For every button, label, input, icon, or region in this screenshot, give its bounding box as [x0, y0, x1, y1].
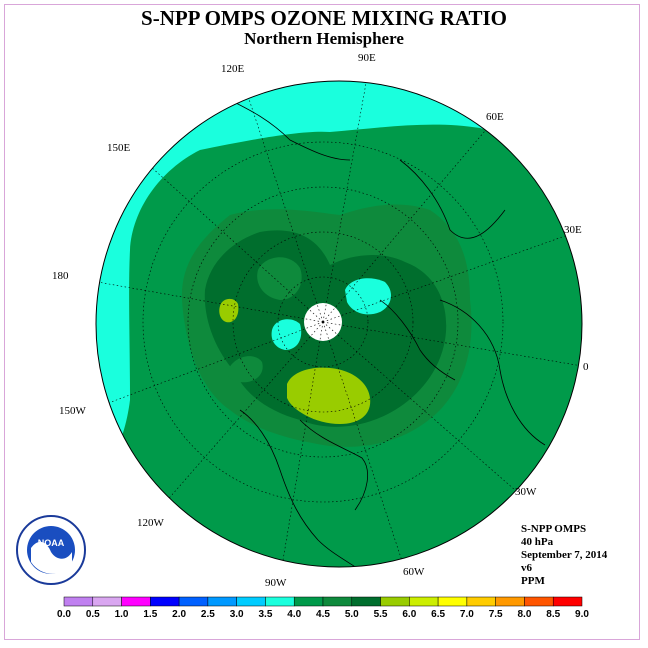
info-block: S-NPP OMPS 40 hPa September 7, 2014 v6 P…: [521, 523, 607, 588]
colorbar-swatch: [409, 596, 439, 607]
colorbar-tick-label: 5.5: [374, 609, 388, 620]
ozone-field: [96, 81, 582, 567]
colorbar-swatches: [63, 596, 583, 607]
contour-5.5-6.0-region: [219, 298, 239, 323]
lon-label: 60W: [403, 566, 425, 578]
colorbar-tick-label: 5.0: [345, 609, 359, 620]
colorbar-tick-label: 2.0: [172, 609, 186, 620]
lon-label: 180: [52, 270, 69, 282]
colorbar-tick-label: 7.0: [460, 609, 474, 620]
colorbar-swatch: [380, 596, 410, 607]
colorbar-tick-label: 6.0: [402, 609, 416, 620]
map-boundary: [95, 80, 583, 568]
lon-label: 30W: [515, 486, 537, 498]
colorbar-swatch: [236, 596, 266, 607]
lon-label: 120W: [137, 517, 165, 529]
logo-text: NOAA: [38, 538, 65, 548]
colorbar-swatch: [552, 596, 583, 607]
lon-label: 60E: [486, 111, 504, 123]
contour-4.5-hole: [257, 257, 302, 300]
colorbar-tick-label: 4.5: [316, 609, 330, 620]
pressure-level: 40 hPa: [521, 536, 554, 548]
lon-label: 30E: [564, 224, 582, 236]
graticule: [96, 81, 582, 567]
map-title: S-NPP OMPS OZONE MIXING RATIO: [141, 6, 507, 30]
map-subtitle: Northern Hemisphere: [244, 29, 404, 48]
colorbar-tick-label: 0.0: [57, 609, 71, 620]
lon-label: 90W: [265, 577, 287, 589]
colorbar-swatch: [293, 596, 324, 607]
observation-date: September 7, 2014: [521, 549, 608, 561]
colorbar-tick-label: 6.5: [431, 609, 445, 620]
contour-3.5-4.0-blob: [345, 278, 392, 315]
colorbar-tick-label: 1.5: [143, 609, 157, 620]
contour-5.5-6.0-region: [287, 367, 371, 424]
figure-border: [4, 4, 640, 640]
colorbar-swatch: [437, 596, 468, 607]
noaa-logo: NOAA: [16, 515, 86, 585]
colorbar-swatch: [466, 596, 496, 607]
colorbar-swatch: [524, 596, 554, 607]
instrument-name: S-NPP OMPS: [521, 523, 587, 535]
contour-4.5-hole: [227, 356, 263, 383]
colorbar-swatch: [121, 596, 151, 607]
colorbar-tick-label: 4.0: [287, 609, 301, 620]
colorbar-tick-label: 8.5: [546, 609, 560, 620]
colorbar-tick-label: 0.5: [86, 609, 100, 620]
units: PPM: [521, 575, 545, 587]
colorbar-tick-label: 8.0: [517, 609, 531, 620]
seagull-icon: [31, 541, 72, 574]
lon-label: 150E: [107, 142, 131, 154]
colorbar-swatch: [265, 596, 295, 607]
colorbar-swatch: [207, 596, 237, 607]
colorbar-ticks: 0.0 0.5 1.0 1.5 2.0 2.5 3.0 3.5 4.0 4.5 5.0 5.5 6.0 6…: [57, 609, 589, 620]
colorbar-tick-label: 2.5: [201, 609, 215, 620]
colorbar-tick-label: 3.5: [258, 609, 272, 620]
colorbar-swatch: [92, 596, 122, 607]
data-version: v6: [521, 562, 532, 574]
colorbar-swatch: [322, 596, 353, 607]
contour-3.5-4.0-blob: [271, 319, 302, 350]
lon-label: 0: [583, 361, 589, 373]
colorbar-swatch: [178, 596, 209, 607]
colorbar-swatch: [351, 596, 381, 607]
colorbar-swatch: [63, 596, 94, 607]
colorbar-tick-label: 1.0: [115, 609, 129, 620]
colorbar-swatch: [495, 596, 525, 607]
colorbar-tick-label: 9.0: [575, 609, 589, 620]
lon-label: 150W: [59, 405, 87, 417]
colorbar-tick-label: 3.0: [230, 609, 244, 620]
lon-label: 120E: [221, 63, 245, 75]
coastlines: [229, 99, 546, 567]
lon-label: 90E: [358, 52, 376, 64]
colorbar-tick-label: 7.5: [489, 609, 503, 620]
longitude-labels: 90E 60E 30E 0 30W 60W 90W 120W 150W 180 …: [52, 52, 589, 589]
colorbar-swatch: [150, 596, 180, 607]
